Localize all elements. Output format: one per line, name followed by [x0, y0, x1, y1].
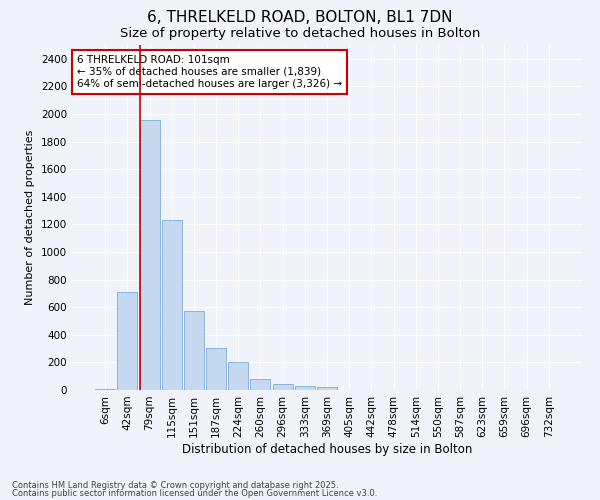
- Bar: [184, 310, 204, 390]
- Bar: [228, 362, 248, 390]
- Text: Size of property relative to detached houses in Bolton: Size of property relative to detached ho…: [120, 28, 480, 40]
- Bar: [250, 379, 271, 390]
- Bar: [206, 348, 226, 390]
- Y-axis label: Number of detached properties: Number of detached properties: [25, 130, 35, 305]
- Bar: [140, 120, 160, 390]
- Bar: [118, 292, 137, 390]
- Bar: [317, 387, 337, 390]
- Text: 6, THRELKELD ROAD, BOLTON, BL1 7DN: 6, THRELKELD ROAD, BOLTON, BL1 7DN: [147, 10, 453, 25]
- Bar: [272, 384, 293, 390]
- Bar: [162, 220, 182, 390]
- X-axis label: Distribution of detached houses by size in Bolton: Distribution of detached houses by size …: [182, 442, 472, 456]
- Bar: [295, 386, 315, 390]
- Text: Contains public sector information licensed under the Open Government Licence v3: Contains public sector information licen…: [12, 489, 377, 498]
- Text: Contains HM Land Registry data © Crown copyright and database right 2025.: Contains HM Land Registry data © Crown c…: [12, 480, 338, 490]
- Text: 6 THRELKELD ROAD: 101sqm
← 35% of detached houses are smaller (1,839)
64% of sem: 6 THRELKELD ROAD: 101sqm ← 35% of detach…: [77, 56, 342, 88]
- Bar: [95, 388, 115, 390]
